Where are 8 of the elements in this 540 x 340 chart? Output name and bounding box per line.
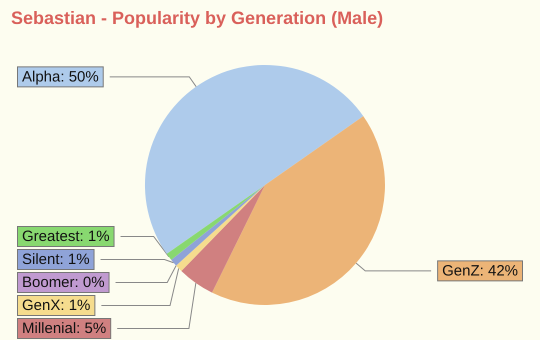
legend-label: Boomer: 0% (22, 274, 105, 291)
slice-label: GenZ: 42% (442, 262, 518, 280)
slice-label: Silent: 1% (22, 251, 90, 268)
slice-label: Alpha: 50% (22, 68, 99, 86)
chart-title: Sebastian - Popularity by Generation (Male) (11, 8, 384, 28)
slice-label: Greatest: 1% (22, 228, 110, 245)
slice-label: GenX: 1% (22, 297, 90, 314)
slice-label: Millenial: 5% (22, 320, 106, 337)
